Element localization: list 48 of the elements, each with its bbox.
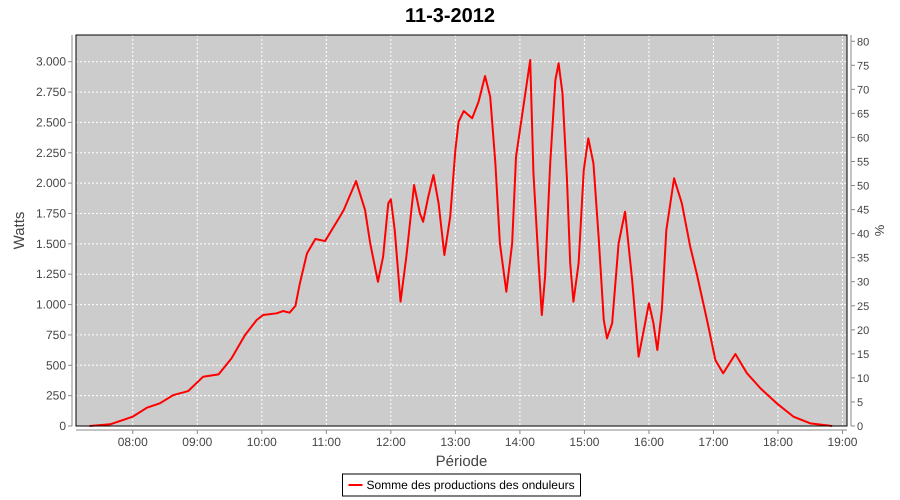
y-tick-label: 3.000 — [36, 54, 66, 69]
x-tick-label: 16:00 — [634, 435, 664, 449]
y-tick-label: 1.500 — [36, 236, 66, 251]
x-tick-label: 19:00 — [827, 435, 858, 449]
y2-tick-label: 60 — [857, 132, 870, 144]
y2-tick-label: 45 — [857, 204, 870, 217]
x-tick-label: 09:00 — [182, 435, 213, 449]
y2-tick-label: 20 — [857, 324, 870, 337]
y2-tick-label: 25 — [857, 300, 870, 313]
x-tick-label: 10:00 — [246, 435, 278, 449]
y-axis-title: Watts — [11, 212, 28, 250]
legend-label: Somme des productions des onduleurs — [366, 478, 575, 492]
y-tick-label: 2.500 — [36, 115, 66, 130]
y2-axis-title: % — [872, 224, 887, 236]
y-tick-label: 2.750 — [36, 85, 66, 100]
x-tick-label: 13:00 — [440, 435, 471, 449]
y2-tick-label: 35 — [857, 252, 870, 265]
x-tick-label: 11:00 — [312, 435, 342, 449]
y2-tick-label: 50 — [857, 180, 870, 193]
y-tick-label: 750 — [46, 328, 66, 342]
y-tick-label: 500 — [46, 358, 66, 372]
y-tick-label: 2.250 — [36, 146, 66, 160]
x-tick-label: 17:00 — [698, 435, 729, 449]
y2-tick-label: 5 — [857, 396, 864, 409]
x-tick-label: 14:00 — [504, 435, 536, 449]
x-tick-label: 18:00 — [762, 435, 794, 449]
x-tick-label: 15:00 — [569, 435, 600, 449]
y2-tick-label: 15 — [857, 348, 870, 361]
y2-tick-label: 40 — [857, 228, 870, 241]
chart-title: 11-3-2012 — [404, 5, 496, 27]
y-tick-label: 2.000 — [36, 176, 66, 190]
x-tick-label: 12:00 — [376, 435, 406, 449]
y2-tick-label: 10 — [857, 372, 870, 385]
y-tick-label: 250 — [46, 388, 66, 403]
y2-tick-label: 65 — [857, 108, 870, 120]
y2-tick-label: 80 — [857, 36, 870, 48]
y2-tick-label: 75 — [857, 60, 870, 72]
y2-tick-label: 30 — [857, 276, 870, 289]
x-axis-title: Période — [436, 453, 488, 470]
y-tick-label: 1.250 — [36, 267, 66, 282]
y-tick-label: 1.750 — [36, 206, 66, 220]
line-series — [88, 59, 834, 427]
y-tick-label: 0 — [59, 419, 66, 433]
y2-tick-label: 0 — [857, 421, 864, 433]
x-tick-label: 08:00 — [118, 435, 148, 449]
y-tick-label: 1.000 — [36, 298, 66, 312]
y2-tick-label: 70 — [857, 84, 870, 96]
y2-tick-label: 55 — [857, 156, 870, 168]
